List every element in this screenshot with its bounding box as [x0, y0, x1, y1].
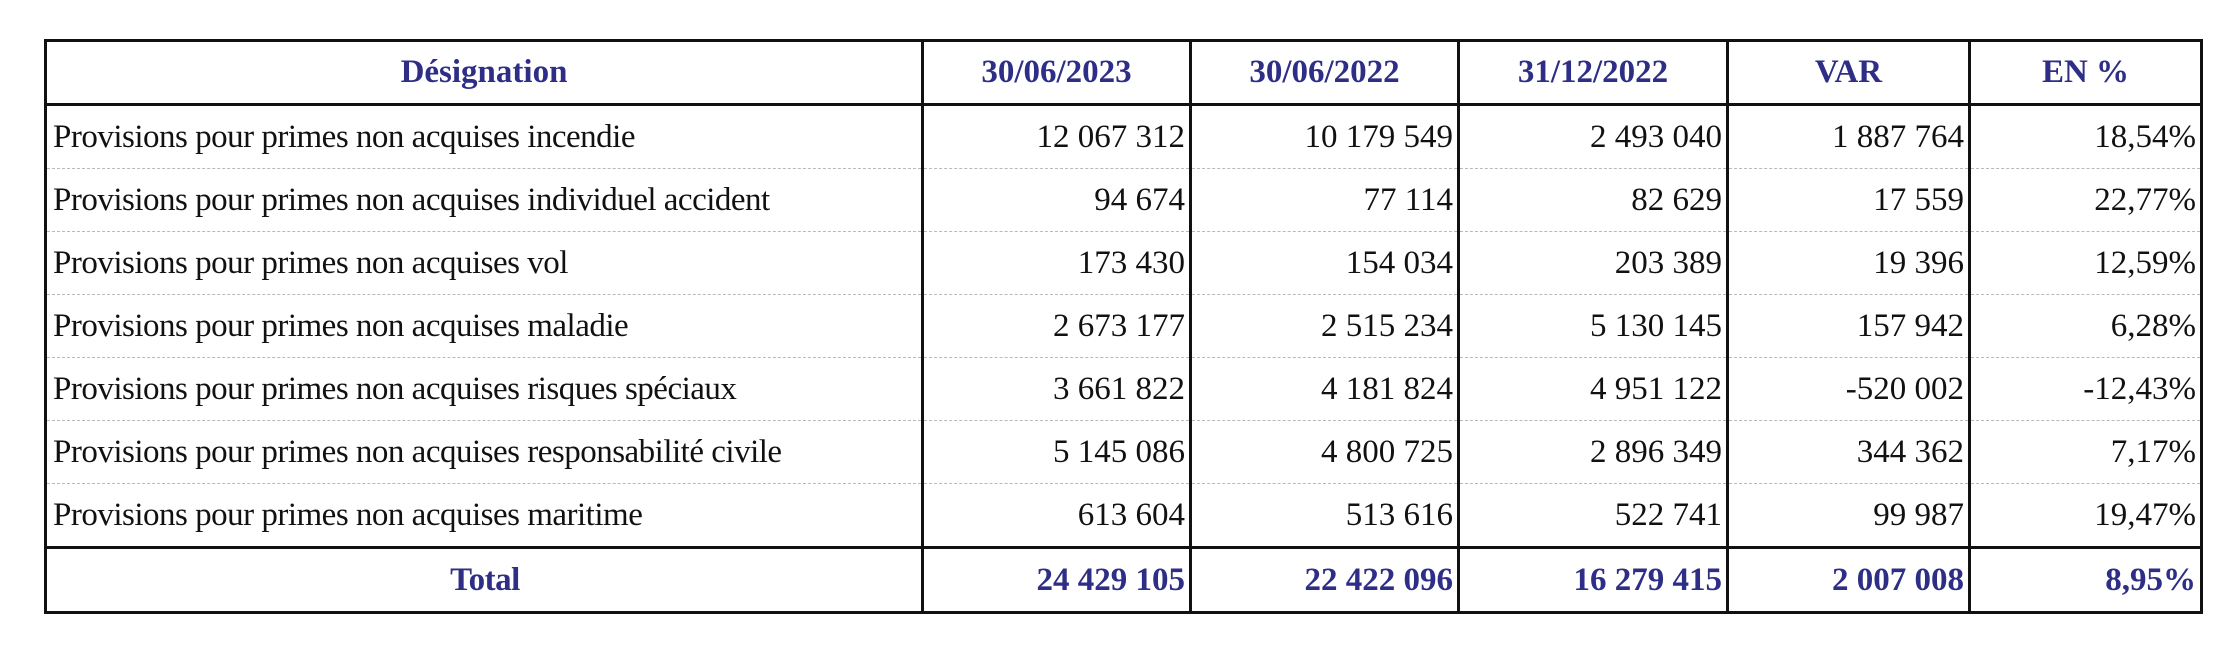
- cell-en-pct: 22,77%: [1968, 168, 2203, 232]
- header-en-pct: EN %: [1968, 39, 2203, 106]
- table-row: Provisions pour primes non acquises risq…: [44, 357, 2203, 421]
- row-label: Provisions pour primes non acquises mala…: [44, 294, 924, 358]
- cell-var: 344 362: [1726, 420, 1971, 484]
- total-30-06-2023: 24 429 105: [921, 547, 1192, 614]
- table-row: Provisions pour primes non acquises resp…: [44, 420, 2203, 484]
- row-label: Provisions pour primes non acquises mari…: [44, 483, 924, 549]
- cell-30-06-2023: 5 145 086: [921, 420, 1192, 484]
- table-body: Provisions pour primes non acquises ince…: [44, 104, 2203, 549]
- cell-31-12-2022: 4 951 122: [1457, 357, 1729, 421]
- cell-var: 19 396: [1726, 231, 1971, 295]
- provisions-table: Désignation 30/06/2023 30/06/2022 31/12/…: [44, 39, 2203, 614]
- table-row: Provisions pour primes non acquises mala…: [44, 294, 2203, 358]
- cell-30-06-2023: 2 673 177: [921, 294, 1192, 358]
- cell-30-06-2022: 77 114: [1189, 168, 1460, 232]
- cell-30-06-2022: 4 800 725: [1189, 420, 1460, 484]
- table-row: Provisions pour primes non acquises ince…: [44, 104, 2203, 169]
- cell-30-06-2023: 3 661 822: [921, 357, 1192, 421]
- table-row: Provisions pour primes non acquises vol …: [44, 231, 2203, 295]
- cell-30-06-2023: 613 604: [921, 483, 1192, 549]
- header-var: VAR: [1726, 39, 1971, 106]
- row-label: Provisions pour primes non acquises vol: [44, 231, 924, 295]
- cell-30-06-2023: 173 430: [921, 231, 1192, 295]
- cell-30-06-2022: 513 616: [1189, 483, 1460, 549]
- table-header: Désignation 30/06/2023 30/06/2022 31/12/…: [44, 39, 2203, 106]
- cell-30-06-2023: 12 067 312: [921, 104, 1192, 169]
- cell-var: 1 887 764: [1726, 104, 1971, 169]
- cell-30-06-2022: 10 179 549: [1189, 104, 1460, 169]
- row-label: Provisions pour primes non acquises risq…: [44, 357, 924, 421]
- total-en-pct: 8,95%: [1968, 547, 2203, 614]
- total-30-06-2022: 22 422 096: [1189, 547, 1460, 614]
- header-30-06-2023: 30/06/2023: [921, 39, 1192, 106]
- cell-en-pct: 12,59%: [1968, 231, 2203, 295]
- cell-31-12-2022: 2 493 040: [1457, 104, 1729, 169]
- cell-31-12-2022: 2 896 349: [1457, 420, 1729, 484]
- table-row: Provisions pour primes non acquises mari…: [44, 483, 2203, 549]
- cell-31-12-2022: 522 741: [1457, 483, 1729, 549]
- cell-var: 17 559: [1726, 168, 1971, 232]
- cell-30-06-2022: 154 034: [1189, 231, 1460, 295]
- cell-30-06-2023: 94 674: [921, 168, 1192, 232]
- cell-var: -520 002: [1726, 357, 1971, 421]
- cell-en-pct: 6,28%: [1968, 294, 2203, 358]
- cell-var: 99 987: [1726, 483, 1971, 549]
- table-footer: Total 24 429 105 22 422 096 16 279 415 2…: [44, 547, 2203, 614]
- row-label: Provisions pour primes non acquises resp…: [44, 420, 924, 484]
- cell-en-pct: -12,43%: [1968, 357, 2203, 421]
- header-30-06-2022: 30/06/2022: [1189, 39, 1460, 106]
- cell-en-pct: 7,17%: [1968, 420, 2203, 484]
- cell-30-06-2022: 2 515 234: [1189, 294, 1460, 358]
- table-row: Provisions pour primes non acquises indi…: [44, 168, 2203, 232]
- provisions-table-container: Désignation 30/06/2023 30/06/2022 31/12/…: [44, 39, 2203, 614]
- total-label: Total: [44, 547, 924, 614]
- cell-31-12-2022: 5 130 145: [1457, 294, 1729, 358]
- header-row: Désignation 30/06/2023 30/06/2022 31/12/…: [44, 39, 2203, 106]
- cell-31-12-2022: 82 629: [1457, 168, 1729, 232]
- row-label: Provisions pour primes non acquises indi…: [44, 168, 924, 232]
- total-var: 2 007 008: [1726, 547, 1971, 614]
- cell-en-pct: 19,47%: [1968, 483, 2203, 549]
- cell-en-pct: 18,54%: [1968, 104, 2203, 169]
- header-designation: Désignation: [44, 39, 924, 106]
- row-label: Provisions pour primes non acquises ince…: [44, 104, 924, 169]
- cell-31-12-2022: 203 389: [1457, 231, 1729, 295]
- total-row: Total 24 429 105 22 422 096 16 279 415 2…: [44, 547, 2203, 614]
- cell-var: 157 942: [1726, 294, 1971, 358]
- header-31-12-2022: 31/12/2022: [1457, 39, 1729, 106]
- total-31-12-2022: 16 279 415: [1457, 547, 1729, 614]
- cell-30-06-2022: 4 181 824: [1189, 357, 1460, 421]
